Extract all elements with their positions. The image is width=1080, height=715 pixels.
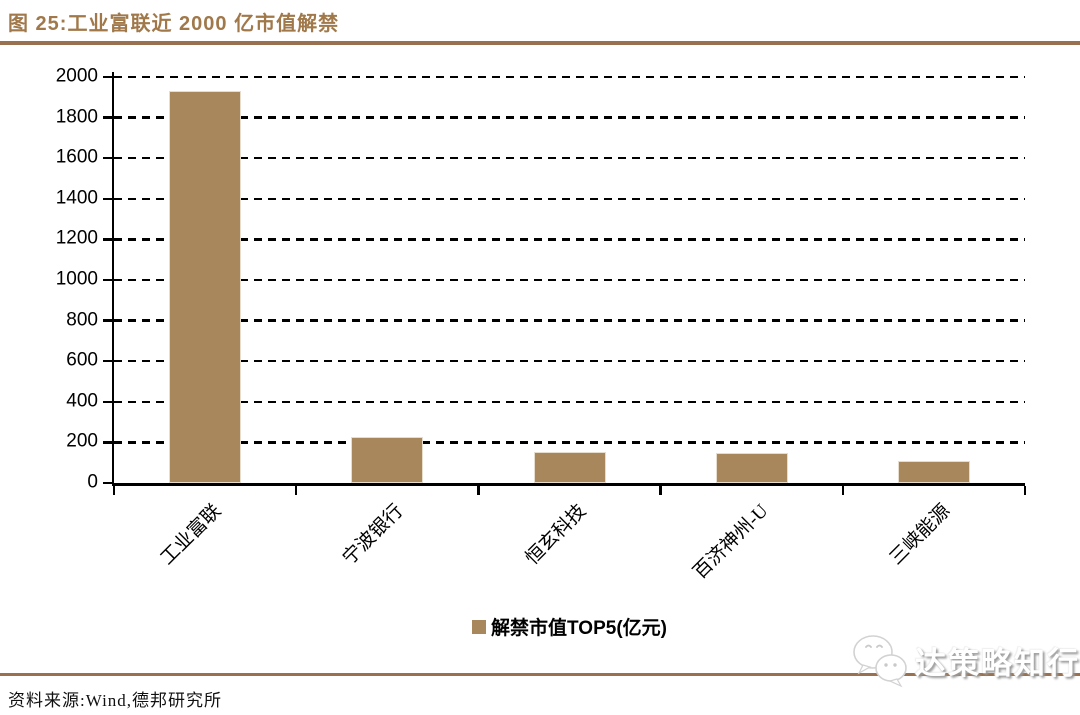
source-note: 资料来源:Wind,德邦研究所: [8, 691, 223, 710]
gridline: [114, 75, 1025, 79]
y-axis-line: [111, 72, 114, 483]
bar-3: [533, 451, 606, 483]
gridline: [114, 197, 1025, 201]
y-axis-tick: [103, 116, 114, 119]
y-axis-tick-label: 400: [66, 390, 98, 412]
gridline: [114, 441, 1025, 444]
x-axis-label: 三峡能源: [885, 500, 955, 570]
y-axis-tick: [103, 319, 114, 322]
x-axis-tick: [112, 486, 116, 495]
y-axis-tick-label: 1000: [55, 268, 98, 290]
x-axis-tick: [1023, 486, 1027, 495]
y-axis-tick: [103, 481, 114, 485]
x-axis-tick: [294, 486, 298, 495]
gridline: [114, 278, 1025, 282]
bar-2: [351, 437, 424, 483]
watermark-text: 达策略知行: [915, 645, 1080, 681]
x-axis-tick: [659, 486, 662, 495]
y-axis-tick: [103, 359, 114, 363]
gridline: [114, 116, 1025, 119]
y-axis-tick-label: 0: [87, 471, 98, 493]
header-rule: [0, 41, 1080, 45]
x-axis-label: 工业富联: [156, 500, 226, 570]
y-axis-tick-label: 2000: [55, 65, 98, 87]
bar-1: [169, 91, 242, 483]
y-axis-tick: [103, 238, 114, 241]
x-axis-tick: [841, 486, 845, 495]
y-axis-tick: [103, 441, 114, 444]
y-axis-tick: [103, 197, 114, 201]
y-axis-tick-label: 600: [66, 349, 98, 371]
x-axis-label: 恒玄科技: [521, 500, 590, 570]
gridline: [114, 319, 1025, 322]
y-axis-tick-label: 1200: [55, 227, 98, 249]
x-axis-label: 百济神州-U: [689, 500, 773, 584]
figure-title: 图 25:工业富联近 2000 亿市值解禁: [8, 13, 340, 35]
gridline: [114, 156, 1025, 160]
gridline: [114, 400, 1025, 404]
gridline: [114, 238, 1025, 241]
legend-swatch: [472, 619, 487, 634]
plot-area: 0 200 400 600 800 1000 1200 1400 1600 1800 2000 工业富…: [56, 66, 1027, 583]
y-axis-tick: [103, 156, 114, 160]
chart-legend: 解禁市值TOP5(亿元): [114, 613, 1025, 640]
bar-4: [715, 452, 788, 483]
y-axis-tick: [103, 278, 114, 282]
x-axis-tick: [477, 486, 480, 495]
y-axis-tick-label: 1600: [55, 146, 98, 168]
y-axis-tick-label: 200: [66, 430, 98, 452]
legend-label: 解禁市值TOP5(亿元): [491, 618, 667, 639]
y-axis-tick-label: 1400: [55, 187, 98, 209]
y-axis-tick: [103, 400, 114, 404]
x-axis-label: 宁波银行: [339, 500, 408, 570]
x-axis-line: [111, 483, 1025, 486]
y-axis-tick-label: 800: [66, 309, 98, 331]
wechat-icon: [849, 632, 913, 688]
watermark: 达策略知行: [849, 632, 1080, 688]
gridline: [114, 359, 1025, 363]
footer-rule: [0, 673, 1080, 676]
bar-5: [897, 460, 970, 483]
y-axis-tick: [103, 75, 114, 79]
y-axis-tick-label: 1800: [55, 106, 98, 128]
